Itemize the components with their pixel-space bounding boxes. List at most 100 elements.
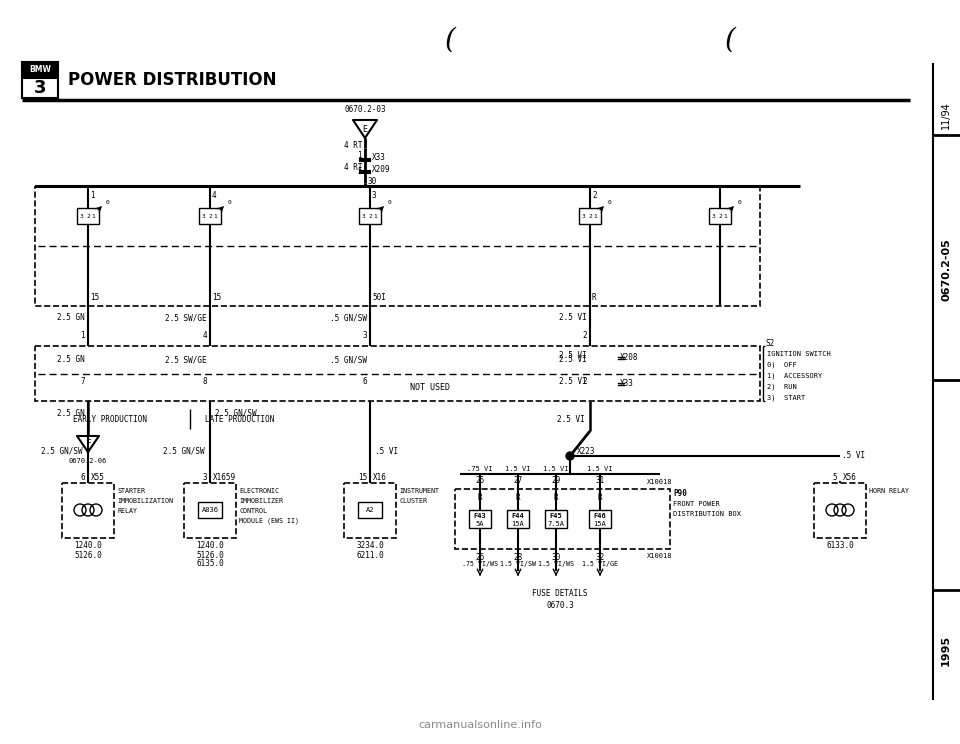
Text: X55: X55 [91,473,105,483]
Text: 15: 15 [90,293,99,303]
Text: R: R [554,493,559,501]
Text: 3: 3 [372,191,376,200]
Text: RELAY: RELAY [117,508,137,514]
Text: 0670.3: 0670.3 [546,600,574,609]
Text: 0670.2-05: 0670.2-05 [941,239,951,301]
Text: (: ( [444,27,455,54]
Text: 2.5 GN/SW: 2.5 GN/SW [41,446,83,455]
Bar [199,208,221,224]
Text: ELECTRONIC: ELECTRONIC [239,488,279,494]
Text: 4 RT: 4 RT [344,141,362,150]
Bar [198,502,222,518]
Text: 0)  OFF: 0) OFF [767,362,797,368]
Bar [22,62,58,78]
Text: .5 GN/SW: .5 GN/SW [330,313,367,322]
Text: 1: 1 [593,214,597,219]
Text: BMW: BMW [29,65,51,74]
Text: 2.5 SW/GE: 2.5 SW/GE [165,356,207,365]
Text: A836: A836 [202,507,219,513]
Text: 2: 2 [208,214,212,219]
Text: 15: 15 [358,473,367,483]
Text: 7: 7 [81,376,85,385]
Text: F46: F46 [593,513,607,519]
Text: POWER DISTRIBUTION: POWER DISTRIBUTION [68,71,276,89]
Text: 1240.0: 1240.0 [74,542,102,551]
Text: 5A: 5A [476,521,484,527]
Text: 3: 3 [203,473,207,483]
Text: 7.5A: 7.5A [547,521,564,527]
Text: 5126.0: 5126.0 [196,551,224,559]
Text: R: R [592,293,596,303]
Bar [344,483,396,538]
Text: NOT USED: NOT USED [410,383,450,393]
Text: 2.5 GN/SW: 2.5 GN/SW [215,408,256,417]
Text: X1659: X1659 [213,473,236,483]
Text: F44: F44 [512,513,524,519]
Text: 1: 1 [91,214,95,219]
Text: .5 VI: .5 VI [375,446,398,455]
Text: 2: 2 [588,214,592,219]
Text: 28: 28 [514,553,522,562]
Text: X33: X33 [372,153,386,161]
Text: 3: 3 [712,214,716,219]
Text: 6135.0: 6135.0 [196,559,224,568]
Text: 0: 0 [106,199,108,205]
Text: 15: 15 [212,293,221,303]
Text: 1: 1 [81,332,85,341]
Polygon shape [353,120,377,138]
Text: 4: 4 [203,332,207,341]
Text: X223: X223 [577,447,595,457]
Text: 15A: 15A [593,521,607,527]
Text: 3234.0: 3234.0 [356,542,384,551]
Text: 11/94: 11/94 [941,101,951,129]
Text: INSTRUMENT: INSTRUMENT [399,488,439,494]
Text: 2: 2 [86,214,90,219]
Text: X16: X16 [373,473,387,483]
Bar [455,489,670,549]
Text: 3: 3 [362,332,367,341]
Text: 1: 1 [723,214,727,219]
Text: IGNITION SWITCH: IGNITION SWITCH [767,351,830,357]
Text: 2.5 VI: 2.5 VI [560,313,587,322]
Text: CLUSTER: CLUSTER [399,498,427,504]
Text: 4: 4 [212,191,217,200]
Text: 3)  START: 3) START [767,395,805,401]
Text: 2.5 GN: 2.5 GN [58,356,85,365]
Text: 2.5 GN: 2.5 GN [58,313,85,322]
Text: 2.5 VI: 2.5 VI [560,356,587,365]
Text: 2.5 SW/GE: 2.5 SW/GE [165,313,207,322]
Text: 2: 2 [368,214,372,219]
Text: 1: 1 [357,150,362,159]
Text: 6: 6 [81,473,85,483]
Text: S2: S2 [765,339,775,348]
Text: FRONT POWER: FRONT POWER [673,501,720,507]
Text: 5: 5 [357,167,362,176]
Text: 1)  ACCESSORY: 1) ACCESSORY [767,373,823,379]
Text: 30: 30 [368,178,377,187]
Text: (: ( [725,27,735,54]
Text: 32: 32 [595,553,605,562]
Text: 3: 3 [80,214,84,219]
Text: 2: 2 [583,376,587,385]
Text: 15A: 15A [512,521,524,527]
Text: 2.5 VI: 2.5 VI [560,377,587,386]
Text: 50I: 50I [372,293,386,303]
Text: 2.5 GN/SW: 2.5 GN/SW [163,446,205,455]
Text: 3: 3 [34,79,46,97]
Text: 3: 3 [362,214,366,219]
Text: IMMOBILIZATION: IMMOBILIZATION [117,498,173,504]
Text: 6: 6 [362,376,367,385]
Text: 0: 0 [228,199,230,205]
Bar [35,186,760,306]
Circle shape [566,452,574,460]
Text: 0: 0 [387,199,391,205]
Text: E: E [363,124,368,133]
Bar [469,510,491,528]
Text: 0: 0 [737,199,741,205]
Text: 30: 30 [551,553,561,562]
Text: 1: 1 [90,191,95,200]
Text: 1.5 VI/GE: 1.5 VI/GE [582,561,618,567]
Text: DISTRIBUTION BOX: DISTRIBUTION BOX [673,511,741,517]
Text: EARLY PRODUCTION: EARLY PRODUCTION [73,414,147,423]
Text: X10018: X10018 [647,479,673,485]
